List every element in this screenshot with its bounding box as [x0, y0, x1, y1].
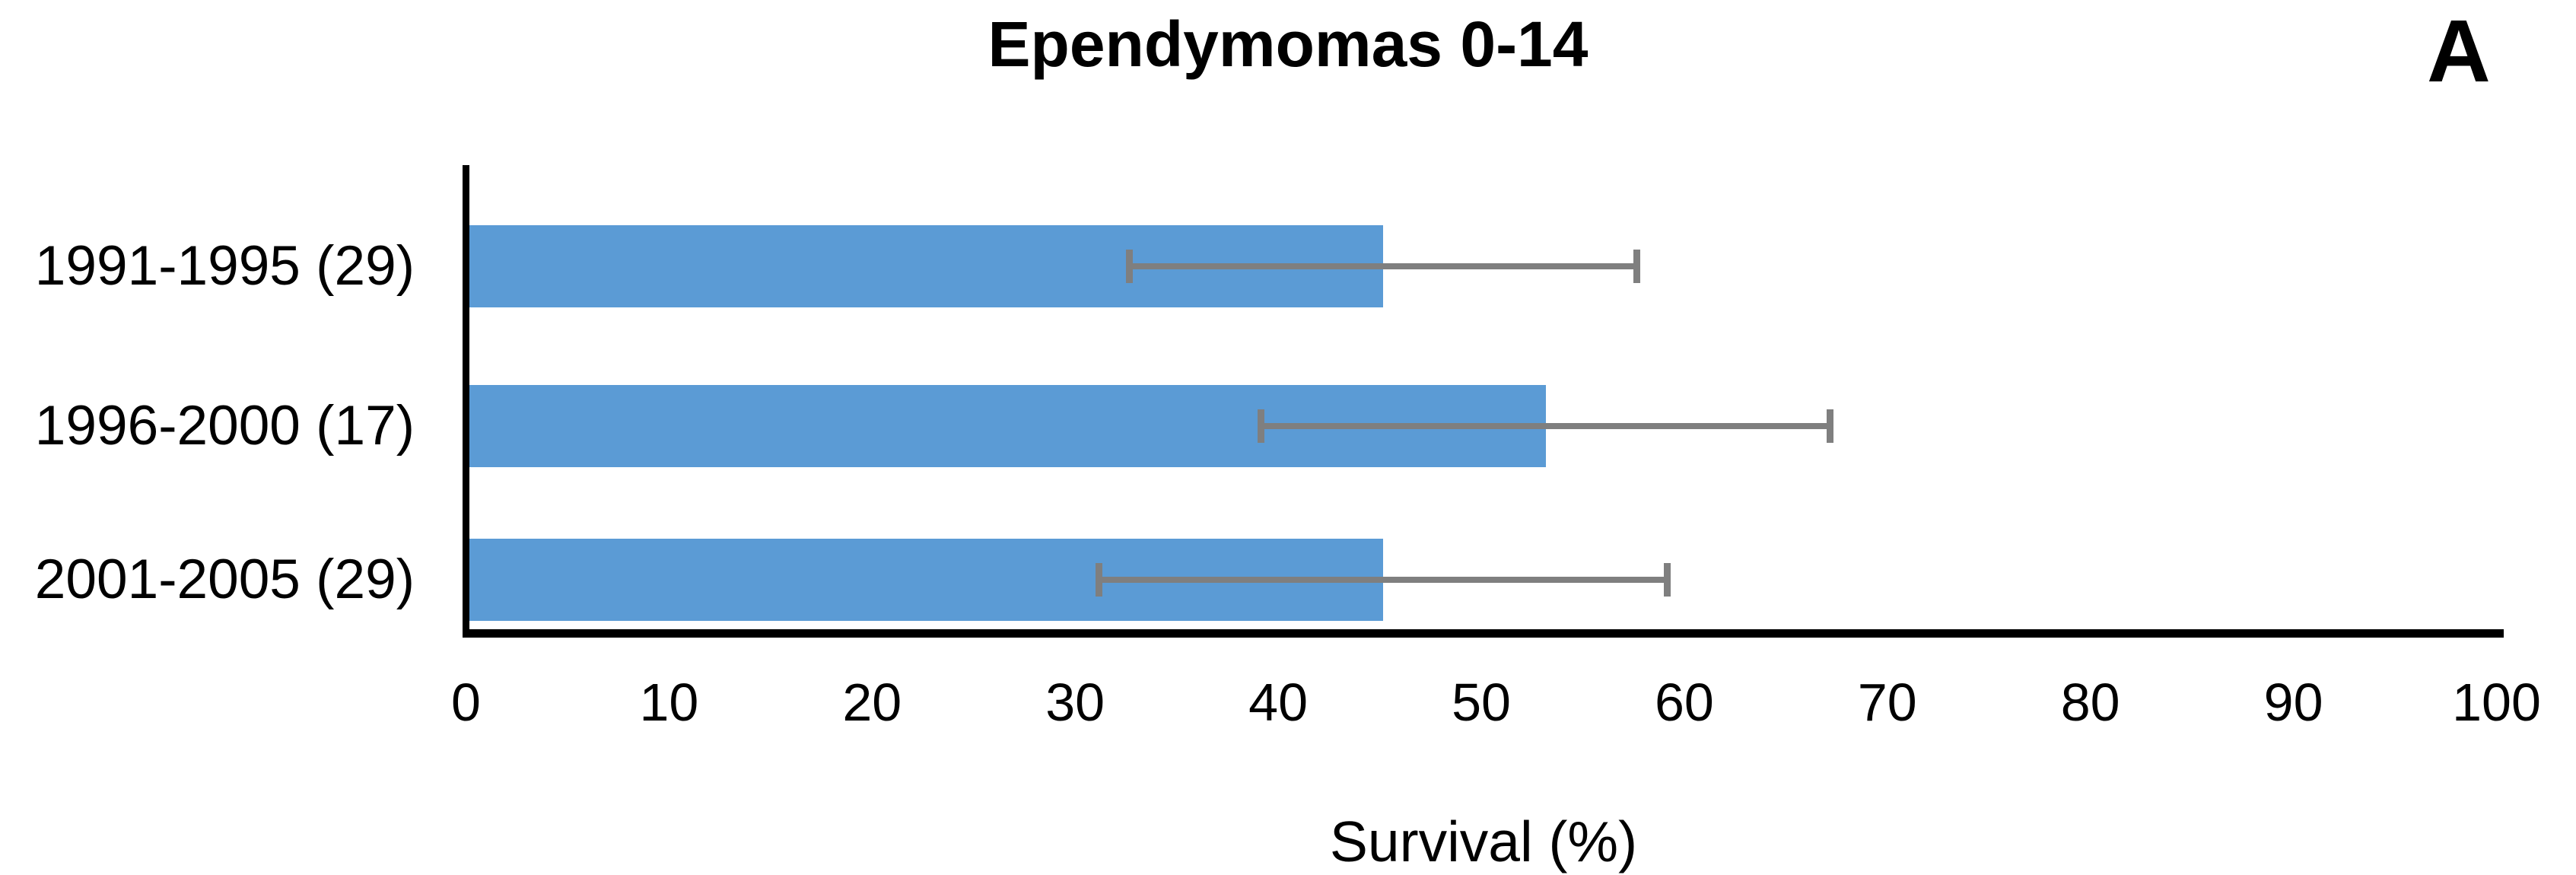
y-axis-line [463, 165, 469, 638]
error-bar-cap [1095, 563, 1102, 597]
x-tick-label: 50 [1452, 673, 1511, 732]
x-tick-label: 70 [1857, 673, 1917, 732]
panel-letter-label: A [2427, 2, 2491, 100]
error-bar-line [1099, 577, 1668, 583]
x-tick-label: 0 [451, 673, 481, 732]
error-bar-cap [1664, 563, 1671, 597]
category-label: 1996-2000 (17) [34, 395, 415, 457]
error-bar-line [1261, 423, 1830, 429]
error-bar-line [1129, 263, 1637, 269]
x-tick-label: 100 [2452, 673, 2541, 732]
x-tick-label: 80 [2060, 673, 2120, 732]
error-bar-cap [1633, 250, 1641, 283]
x-tick-label: 90 [2263, 673, 2323, 732]
error-bar-cap [1826, 409, 1833, 443]
x-tick-label: 30 [1045, 673, 1105, 732]
x-tick-label: 10 [639, 673, 699, 732]
x-tick-label: 60 [1654, 673, 1714, 732]
x-axis-label: Survival (%) [1329, 810, 1638, 873]
error-bar-cap [1125, 250, 1133, 283]
chart-title: Ependymomas 0-14 [987, 8, 1589, 80]
x-tick-label: 20 [842, 673, 902, 732]
x-tick-label: 40 [1248, 673, 1309, 732]
error-bar-cap [1258, 409, 1265, 443]
category-label: 1991-1995 (29) [34, 235, 415, 297]
x-axis-line [463, 629, 2504, 638]
category-label: 2001-2005 (29) [34, 549, 415, 610]
